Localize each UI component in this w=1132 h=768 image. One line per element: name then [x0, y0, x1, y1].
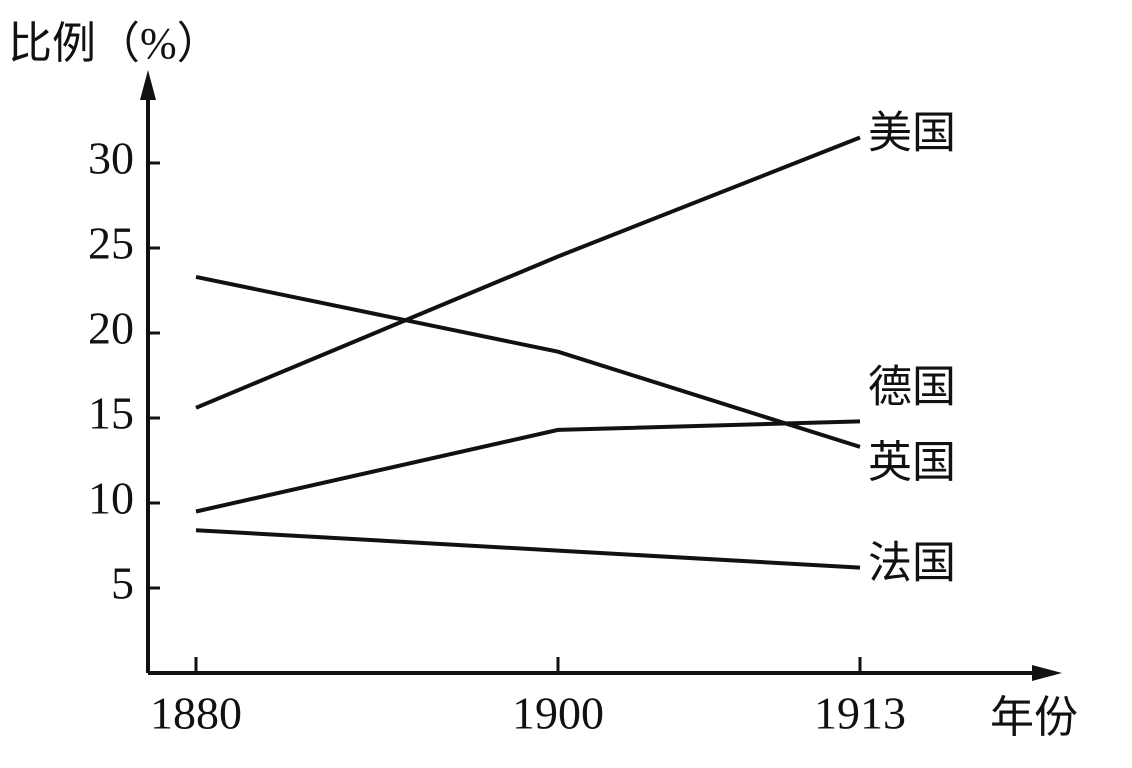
series-label: 德国	[868, 362, 956, 411]
y-tick-label: 15	[88, 388, 134, 439]
series-line	[195, 419, 861, 514]
series-line	[195, 135, 861, 410]
series-line	[195, 528, 861, 570]
y-tick-label: 20	[88, 303, 134, 354]
series-line	[195, 274, 861, 449]
series-label: 法国	[868, 539, 956, 588]
x-axis-label: 年份	[990, 693, 1078, 742]
x-arrow	[1032, 665, 1062, 681]
x-tick-label: 1913	[814, 688, 906, 739]
series-label: 英国	[868, 438, 956, 487]
series-label: 美国	[868, 109, 956, 158]
y-tick-label: 25	[88, 218, 134, 269]
x-tick-label: 1900	[512, 688, 604, 739]
y-arrow	[140, 70, 156, 100]
y-tick-label: 10	[88, 473, 134, 524]
y-tick-label: 30	[88, 133, 134, 184]
y-tick-label: 5	[111, 558, 134, 609]
y-axis-label: 比例（%）	[8, 19, 221, 68]
x-tick-label: 1880	[150, 688, 242, 739]
